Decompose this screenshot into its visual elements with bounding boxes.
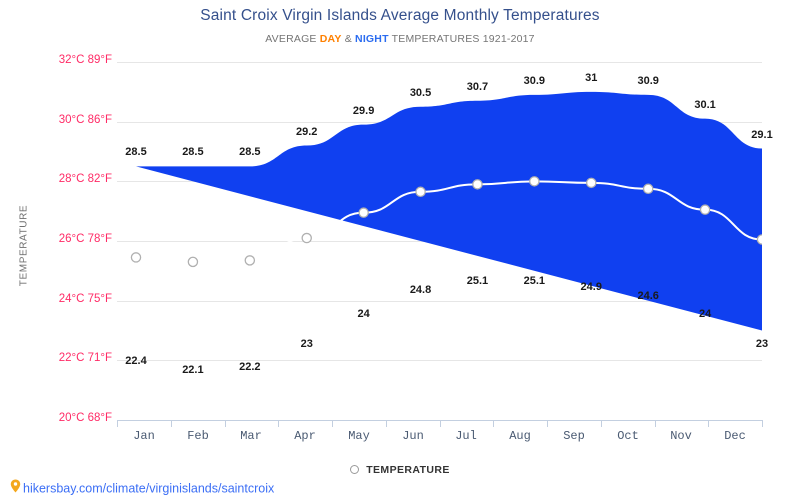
max-temp-label: 30.9 [523, 74, 546, 87]
map-pin-icon [10, 479, 21, 496]
mean-temperature-marker[interactable] [472, 179, 483, 190]
x-axis-month-label: Mar [240, 429, 262, 443]
mean-temperature-marker[interactable] [130, 252, 142, 263]
chart-subtitle: AVERAGE DAY & NIGHT TEMPERATURES 1921-20… [0, 33, 800, 45]
temperature-band-shape [136, 91, 762, 331]
gridline [117, 360, 762, 361]
source-link-text: hikersbay.com/climate/virginislands/sain… [23, 481, 275, 496]
y-axis-tick-label: 22°C 71°F [58, 352, 112, 365]
subtitle-prefix: AVERAGE [265, 33, 320, 45]
max-temp-label: 30.7 [466, 80, 489, 93]
x-axis-month-label: Jun [402, 429, 424, 443]
chart-legend[interactable]: TEMPERATURE [0, 464, 800, 476]
x-axis-tick [225, 420, 226, 427]
min-temp-label: 24.8 [409, 283, 432, 296]
y-axis-tick-label: 26°C 78°F [58, 233, 112, 245]
y-axis-tick-label: 20°C 68°F [58, 412, 112, 424]
x-axis-tick [117, 420, 118, 427]
max-temp-label: 30.5 [409, 86, 432, 99]
x-axis-tick [493, 420, 494, 427]
gridline [117, 62, 762, 63]
temperature-range-band [130, 91, 762, 331]
max-temp-label: 29.1 [751, 128, 773, 141]
mean-temperature-marker[interactable] [187, 256, 199, 268]
x-axis-line [117, 420, 762, 421]
x-axis-month-label: Oct [617, 429, 639, 443]
mean-temperature-marker[interactable] [301, 232, 312, 244]
x-axis-month-label: Dec [724, 429, 746, 443]
min-temp-label: 24.9 [580, 280, 602, 293]
x-axis-month-label: Aug [509, 429, 531, 443]
x-axis-tick [386, 420, 387, 427]
min-temp-label: 23 [755, 337, 769, 350]
mean-temperature-marker[interactable] [529, 176, 540, 187]
mean-temperature-marker[interactable] [415, 186, 426, 198]
max-temp-label: 28.5 [182, 146, 204, 159]
y-axis-tick-label: 32°C 89°F [58, 54, 112, 66]
legend-label: TEMPERATURE [366, 464, 450, 476]
mean-temperature-marker[interactable] [642, 183, 654, 195]
min-temp-label: 24 [357, 307, 370, 320]
x-axis-tick [601, 420, 602, 427]
subtitle-day: DAY [319, 33, 342, 45]
mean-temperature-marker[interactable] [586, 177, 597, 189]
mean-temperature-marker[interactable] [699, 204, 711, 215]
max-temp-label: 31 [585, 71, 598, 84]
min-temp-label: 22.4 [125, 355, 147, 368]
x-axis-month-label: Feb [187, 429, 209, 443]
y-axis-tick-label: 24°C 75°F [58, 292, 112, 305]
x-axis-month-label: Nov [670, 429, 692, 443]
x-axis-month-label: May [348, 429, 370, 443]
circle-outline-icon [350, 464, 360, 474]
min-temp-label: 22.2 [239, 361, 261, 374]
x-axis-tick [547, 420, 548, 427]
x-axis-tick [332, 420, 333, 427]
subtitle-suffix: TEMPERATURES 1921-2017 [388, 33, 535, 45]
min-temp-label: 23 [300, 337, 313, 350]
x-axis-tick [440, 420, 441, 427]
x-axis-month-label: Jul [455, 429, 477, 443]
y-axis-tick-label: 28°C 82°F [58, 173, 112, 186]
mean-temperature-marker[interactable] [358, 207, 369, 218]
mean-temperature-marker[interactable] [244, 255, 256, 266]
min-temp-label: 25.1 [523, 274, 546, 287]
y-axis-ticks: 32°C 89°F 30°C 86°F 28°C 82°F 26°C 78°F 24°C… [22, 0, 112, 500]
x-axis-tick [708, 420, 709, 427]
x-axis-tick [171, 420, 172, 427]
min-temp-label: 24.6 [637, 289, 659, 302]
subtitle-night: NIGHT [355, 33, 389, 45]
page-title: Saint Croix Virgin Islands Average Month… [200, 7, 600, 24]
max-temp-label: 29.9 [352, 104, 375, 117]
x-axis-tick [278, 420, 279, 427]
max-temp-label: 29.2 [296, 125, 318, 138]
max-temp-label: 28.5 [239, 146, 261, 159]
min-temp-label: 22.1 [182, 364, 204, 377]
subtitle-ampersand: & [341, 33, 356, 45]
gridline [117, 301, 762, 302]
max-temp-label: 28.5 [125, 146, 147, 159]
x-axis-tick [655, 420, 656, 427]
y-axis-tick-label: 30°C 86°F [58, 113, 112, 126]
x-axis-month-label: Jan [133, 429, 155, 443]
x-axis-month-label: Apr [294, 429, 316, 443]
x-axis-tick [762, 420, 763, 427]
min-temp-label: 24 [698, 307, 712, 320]
min-temp-label: 25.1 [466, 274, 489, 287]
max-temp-label: 30.1 [694, 98, 716, 111]
mean-temperature-marker[interactable] [756, 234, 762, 245]
source-link[interactable]: hikersbay.com/climate/virginislands/sain… [10, 479, 275, 497]
max-temp-label: 30.9 [637, 74, 659, 87]
x-axis-month-label: Sep [563, 429, 585, 443]
